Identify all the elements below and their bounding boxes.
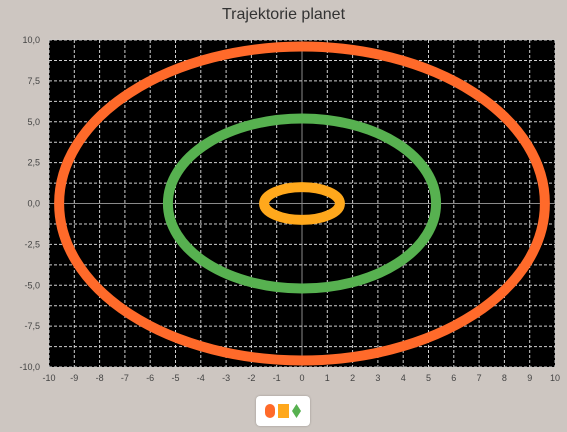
y-tick-label: -7,5 xyxy=(24,321,40,331)
y-tick-label: -10,0 xyxy=(19,362,40,372)
x-tick-label: -8 xyxy=(96,373,104,383)
legend-square-marker[interactable] xyxy=(278,404,289,418)
legend-diamond-marker[interactable] xyxy=(292,404,301,418)
x-tick-label: 10 xyxy=(550,373,560,383)
y-axis-ticks: 10,0 7,5 5,0 2,5 0,0 -2,5 -5,0 -7,5 -10,0 xyxy=(19,35,40,372)
legend xyxy=(256,396,310,426)
x-tick-label: 6 xyxy=(451,373,456,383)
x-tick-label: -9 xyxy=(70,373,78,383)
y-tick-label: -2,5 xyxy=(24,239,40,249)
x-tick-label: -7 xyxy=(121,373,129,383)
x-tick-label: -5 xyxy=(171,373,179,383)
x-tick-label: 5 xyxy=(426,373,431,383)
orbit-series-circle xyxy=(54,41,550,366)
chart-title: Trajektorie planet xyxy=(221,6,346,23)
x-tick-label: -4 xyxy=(197,373,205,383)
y-tick-label: 0,0 xyxy=(27,199,40,209)
legend-circle-marker[interactable] xyxy=(265,404,275,418)
x-tick-label: -10 xyxy=(42,373,55,383)
x-tick-label: 8 xyxy=(502,373,507,383)
x-tick-label: -2 xyxy=(247,373,255,383)
x-tick-label: 4 xyxy=(401,373,406,383)
y-tick-label: 7,5 xyxy=(27,76,40,86)
y-tick-label: 5,0 xyxy=(27,117,40,127)
x-tick-label: -6 xyxy=(146,373,154,383)
orbit-series-square xyxy=(259,182,345,225)
orbit-series-diamond xyxy=(162,113,442,294)
x-tick-label: 3 xyxy=(375,373,380,383)
x-tick-label: 1 xyxy=(325,373,330,383)
x-tick-label: -3 xyxy=(222,373,230,383)
x-tick-label: 7 xyxy=(477,373,482,383)
y-tick-label: -5,0 xyxy=(24,280,40,290)
x-tick-label: 2 xyxy=(350,373,355,383)
y-tick-label: 10,0 xyxy=(22,35,40,45)
x-tick-label: 0 xyxy=(299,373,304,383)
series-layer xyxy=(54,41,550,366)
x-tick-label: 9 xyxy=(527,373,532,383)
x-tick-label: -1 xyxy=(273,373,281,383)
y-tick-label: 2,5 xyxy=(27,158,40,168)
x-axis-ticks: -10 -9 -8 -7 -6 -5 -4 -3 -2 -1 0 1 2 3 4 5 6 7 8 9 10 xyxy=(42,373,560,383)
